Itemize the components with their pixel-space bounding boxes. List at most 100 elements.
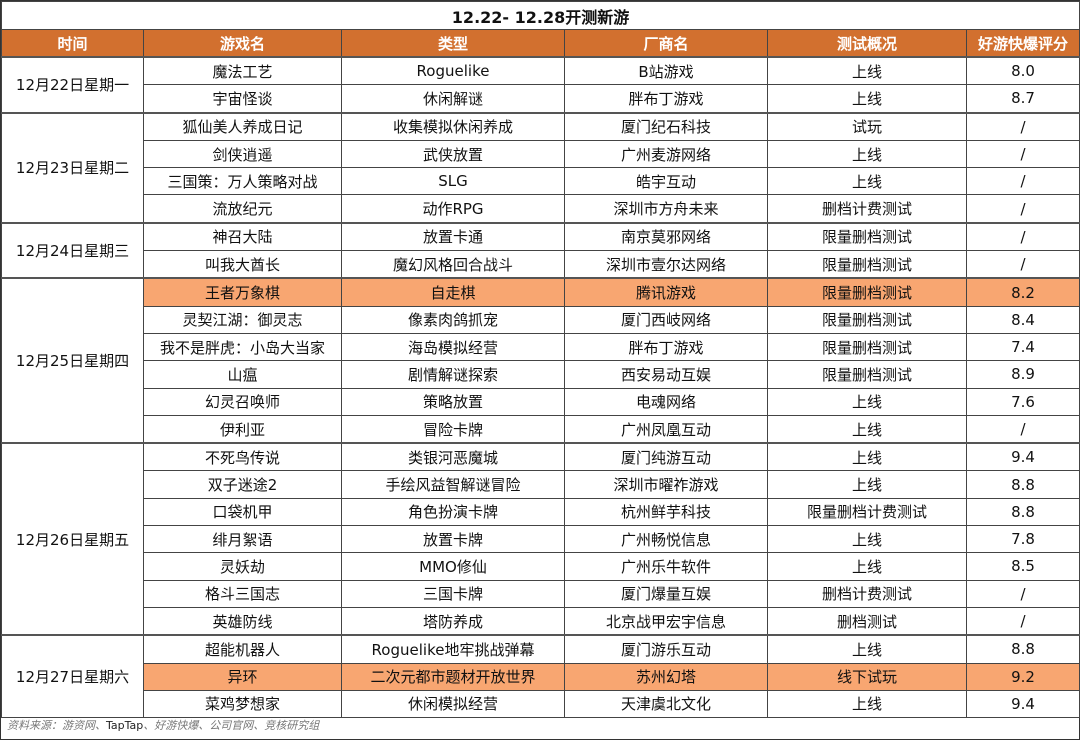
- vendor-cell: 天津虞北文化: [564, 689, 768, 719]
- status-cell: 上线: [767, 56, 967, 86]
- table-row: 菜鸡梦想家 休闲模拟经营 天津虞北文化 上线 9.4: [2, 689, 1080, 719]
- table-row: 12月23日星期二 狐仙美人养成日记 收集模拟休闲养成 厦门纪石科技 试玩 /: [1, 111, 1080, 224]
- status-cell: 上线: [767, 414, 967, 444]
- vendor-cell: 胖布丁游戏: [564, 332, 768, 362]
- game-cell: 神召大陆: [143, 221, 342, 252]
- game-cell: 剑侠逍遥: [143, 139, 342, 169]
- score-cell: /: [965, 111, 1080, 141]
- table-row: 流放纪元 动作RPG 深圳市方舟未来 删档计费测试 /: [2, 194, 1080, 224]
- vendor-cell: 广州麦游网络: [564, 139, 768, 169]
- vendor-cell: 苏州幻塔: [564, 662, 768, 691]
- status-cell: 限量删档测试: [767, 305, 967, 334]
- game-cell: 王者万象棋: [143, 277, 342, 307]
- vendor-cell: 厦门纯游互动: [564, 442, 768, 472]
- date-cell: 12月24日星期三: [1, 221, 144, 279]
- game-cell: 幻灵召唤师: [143, 387, 342, 416]
- status-cell: 删档计费测试: [767, 194, 967, 224]
- score-cell: 8.5: [965, 552, 1080, 581]
- game-cell: 灵契江湖：御灵志: [143, 305, 342, 334]
- type-cell: 放置卡通: [341, 221, 565, 252]
- score-cell: 9.4: [965, 689, 1080, 719]
- type-cell: Roguelike: [341, 56, 565, 86]
- vendor-cell: B站游戏: [564, 56, 768, 86]
- new-games-table: 12.22- 12.28开测新游 时间 游戏名 类型 厂商名 测试概况 好游快爆…: [0, 1, 1080, 719]
- table-row: 12月22日星期一 魔法工艺 Roguelike B站游戏 上线 8.0: [1, 56, 1080, 114]
- game-cell: 英雄防线: [143, 606, 342, 636]
- score-cell: /: [965, 250, 1080, 279]
- status-cell: 上线: [767, 387, 967, 416]
- score-cell: /: [965, 167, 1080, 196]
- score-cell: /: [965, 606, 1080, 636]
- status-cell: 上线: [767, 167, 967, 196]
- vendor-cell: 北京战甲宏宇信息: [564, 606, 768, 636]
- status-cell: 上线: [767, 470, 967, 499]
- score-cell: 9.4: [965, 442, 1080, 472]
- score-cell: 8.9: [965, 360, 1080, 389]
- game-cell: 格斗三国志: [143, 579, 342, 608]
- status-cell: 上线: [767, 689, 967, 719]
- vendor-cell: 深圳市曜祚游戏: [564, 470, 768, 499]
- type-cell: Roguelike地牢挑战弹幕: [341, 634, 565, 664]
- vendor-cell: 厦门西岐网络: [564, 305, 768, 334]
- status-cell: 上线: [767, 84, 967, 114]
- date-cell: 12月26日星期五: [1, 442, 144, 636]
- source-suffix: 、好游快爆、公司官网、竞核研究组: [143, 719, 320, 732]
- table-row: 我不是胖虎：小岛大当家 海岛模拟经营 胖布丁游戏 限量删档测试 7.4: [2, 332, 1080, 362]
- status-cell: 删档计费测试: [767, 579, 967, 608]
- game-cell: 不死鸟传说: [143, 442, 342, 472]
- type-cell: 策略放置: [341, 387, 565, 416]
- table-row: 三国策：万人策略对战 SLG 皓宇互动 上线 /: [2, 167, 1080, 196]
- game-cell: 口袋机甲: [143, 497, 342, 527]
- table-row: 灵契江湖：御灵志 像素肉鸽抓宠 厦门西岐网络 限量删档测试 8.4: [2, 305, 1080, 334]
- score-cell: /: [965, 414, 1080, 444]
- score-cell: /: [965, 579, 1080, 608]
- table-title: 12.22- 12.28开测新游: [0, 1, 1080, 30]
- vendor-cell: 厦门爆量互娱: [564, 579, 768, 608]
- type-cell: 二次元都市题材开放世界: [341, 662, 565, 691]
- vendor-cell: 杭州鲜芋科技: [564, 497, 768, 527]
- table-row: 格斗三国志 三国卡牌 厦门爆量互娱 删档计费测试 /: [2, 579, 1080, 608]
- source-note: 资料来源：游资网、TapTap、好游快爆、公司官网、竞核研究组: [7, 717, 319, 733]
- type-cell: 类银河恶魔城: [341, 442, 565, 472]
- type-cell: SLG: [341, 167, 565, 196]
- score-cell: 9.2: [965, 662, 1080, 691]
- table-row: 剑侠逍遥 武侠放置 广州麦游网络 上线 /: [2, 139, 1080, 169]
- game-cell: 异环: [143, 662, 342, 691]
- status-cell: 限量删档测试: [767, 221, 967, 252]
- source-taptap: TapTap: [106, 719, 144, 732]
- table-row: 绯月絮语 放置卡牌 广州畅悦信息 上线 7.8: [2, 525, 1080, 554]
- game-cell: 菜鸡梦想家: [143, 689, 342, 719]
- game-cell: 叫我大酋长: [143, 250, 342, 279]
- status-cell: 限量删档测试: [767, 360, 967, 389]
- status-cell: 线下试玩: [767, 662, 967, 691]
- table-row: 伊利亚 冒险卡牌 广州凤凰互动 上线 /: [2, 414, 1080, 444]
- game-cell: 狐仙美人养成日记: [143, 111, 342, 141]
- table-row: 12月27日星期六 超能机器人 Roguelike地牢挑战弹幕 厦门游乐互动 上线 8.8: [1, 634, 1080, 719]
- game-cell: 山瘟: [143, 360, 342, 389]
- date-cell: 12月22日星期一: [1, 56, 144, 114]
- status-cell: 试玩: [767, 111, 967, 141]
- game-cell: 超能机器人: [143, 634, 342, 664]
- game-cell: 伊利亚: [143, 414, 342, 444]
- status-cell: 上线: [767, 552, 967, 581]
- vendor-cell: 厦门纪石科技: [564, 111, 768, 141]
- type-cell: 休闲解谜: [341, 84, 565, 114]
- header-score: 好游快爆评分: [965, 29, 1080, 58]
- type-cell: MMO修仙: [341, 552, 565, 581]
- score-cell: 8.8: [965, 470, 1080, 499]
- status-cell: 限量删档测试: [767, 250, 967, 279]
- game-cell: 我不是胖虎：小岛大当家: [143, 332, 342, 362]
- type-cell: 海岛模拟经营: [341, 332, 565, 362]
- table-row: 幻灵召唤师 策略放置 电魂网络 上线 7.6: [2, 387, 1080, 416]
- type-cell: 像素肉鸽抓宠: [341, 305, 565, 334]
- type-cell: 三国卡牌: [341, 579, 565, 608]
- game-cell: 双子迷途2: [143, 470, 342, 499]
- game-cell: 绯月絮语: [143, 525, 342, 554]
- header-game: 游戏名: [143, 29, 342, 58]
- date-cell: 12月23日星期二: [1, 111, 144, 224]
- game-cell: 灵妖劫: [143, 552, 342, 581]
- table-row: 宇宙怪谈 休闲解谜 胖布丁游戏 上线 8.7: [2, 84, 1080, 114]
- status-cell: 删档测试: [767, 606, 967, 636]
- vendor-cell: 胖布丁游戏: [564, 84, 768, 114]
